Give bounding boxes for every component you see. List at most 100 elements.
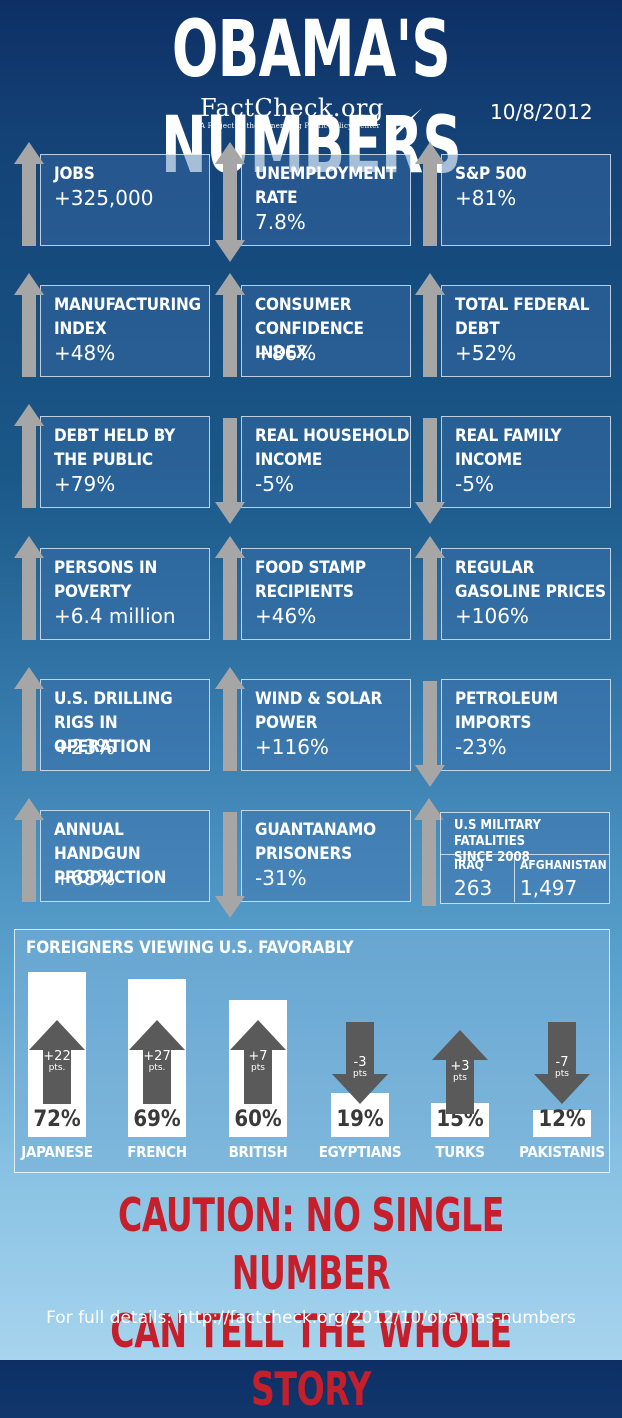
indicator-label: GUANTANAMO PRISONERS xyxy=(255,820,376,864)
indicator-cell: MANUFACTURING INDEX +48% xyxy=(14,273,214,377)
change-value: -7 xyxy=(555,1055,569,1070)
up-arrow-icon xyxy=(230,1020,286,1104)
indicator-value: +81% xyxy=(455,186,517,210)
indicator-label: REAL HOUSEHOLD INCOME xyxy=(255,426,410,470)
down-arrow-icon xyxy=(332,1022,388,1104)
change-value: +3 xyxy=(450,1059,470,1074)
indicator-box xyxy=(241,285,411,377)
indicator-box xyxy=(40,285,210,377)
favorability-value: 60% xyxy=(234,1107,282,1132)
indicator-value: +106% xyxy=(455,604,529,628)
indicator-box xyxy=(241,810,411,902)
indicator-cell: JOBS +325,000 xyxy=(14,142,214,246)
indicator-label: ANNUAL HANDGUN PRODUCTION xyxy=(54,820,167,888)
indicator-cell: REAL FAMILY INCOME -5% xyxy=(415,404,615,524)
indicator-label: PETROLEUM IMPORTS xyxy=(455,689,558,733)
indicator-box xyxy=(40,810,210,902)
indicator-box xyxy=(241,548,411,640)
footer-link[interactable]: For full details: http://factcheck.org/2… xyxy=(46,1308,576,1328)
favorability-category: TURKS xyxy=(435,1143,485,1161)
change-unit: pts xyxy=(453,1073,467,1083)
afghanistan-value: 1,497 xyxy=(520,876,578,900)
favorability-value: 12% xyxy=(538,1107,586,1132)
favorability-change: -3 pts xyxy=(334,1056,386,1079)
favorability-value: 72% xyxy=(33,1107,81,1132)
indicator-box xyxy=(40,548,210,640)
indicator-box xyxy=(441,285,611,377)
favorability-value: 19% xyxy=(336,1107,384,1132)
afghanistan-label: AFGHANISTAN xyxy=(520,858,607,872)
indicator-cell: DEBT HELD BY THE PUBLIC +79% xyxy=(14,404,214,508)
indicator-value: -23% xyxy=(455,735,507,759)
military-box xyxy=(440,812,610,904)
change-unit: pts xyxy=(555,1069,569,1079)
indicator-value: +23% xyxy=(54,735,116,759)
indicator-cell: REAL HOUSEHOLD INCOME -5% xyxy=(215,404,415,524)
favorability-change: -7 pts xyxy=(536,1056,588,1079)
military-divider xyxy=(440,854,610,855)
favorability-title: FOREIGNERS VIEWING U.S. FAVORABLY xyxy=(26,938,354,958)
up-arrow-icon xyxy=(415,273,445,377)
indicator-value: +79% xyxy=(54,472,116,496)
brand-subtitle: A Project of the Annenberg Public Policy… xyxy=(200,122,381,130)
change-value: +7 xyxy=(248,1049,268,1064)
change-value: +27 xyxy=(143,1049,171,1064)
indicator-label: DEBT HELD BY THE PUBLIC xyxy=(54,426,175,470)
up-arrow-icon xyxy=(14,404,44,508)
indicator-label: U.S. DRILLING RIGS IN OPERATION xyxy=(54,689,173,757)
change-value: -3 xyxy=(353,1055,367,1070)
military-fatalities-cell: U.S MILITARY FATALITIES SINCE 2008 IRAQ … xyxy=(414,798,614,908)
up-arrow-icon xyxy=(14,667,44,771)
brand-name: FactCheck.org xyxy=(200,94,384,122)
indicator-box xyxy=(441,548,611,640)
indicator-label: REAL FAMILY INCOME xyxy=(455,426,562,470)
indicator-cell: U.S. DRILLING RIGS IN OPERATION +23% xyxy=(14,667,214,771)
favorability-change: +22 pts. xyxy=(31,1050,83,1073)
change-value: +22 xyxy=(43,1049,71,1064)
indicator-box xyxy=(40,679,210,771)
down-arrow-icon xyxy=(415,681,445,787)
indicator-label: FOOD STAMP RECIPIENTS xyxy=(255,558,366,602)
up-arrow-icon xyxy=(215,667,245,771)
indicator-cell: TOTAL FEDERAL DEBT +52% xyxy=(415,273,615,377)
indicator-label: TOTAL FEDERAL DEBT xyxy=(455,295,590,339)
up-arrow-icon xyxy=(432,1030,488,1114)
indicator-cell: S&P 500 +81% xyxy=(415,142,615,246)
caution-banner: CAUTION: NO SINGLE NUMBER CAN TELL THE W… xyxy=(110,1188,512,1416)
favorability-change: +27 pts. xyxy=(131,1050,183,1073)
indicator-label: JOBS xyxy=(54,164,95,184)
indicator-label: WIND & SOLAR POWER xyxy=(255,689,383,733)
down-arrow-icon xyxy=(215,418,245,524)
indicator-value: +52% xyxy=(455,341,517,365)
indicator-label: MANUFACTURING INDEX xyxy=(54,295,201,339)
indicator-value: -5% xyxy=(255,472,294,496)
change-unit: pts. xyxy=(148,1063,166,1073)
factcheck-logo[interactable]: FactCheck.org A Project of the Annenberg… xyxy=(200,94,430,130)
up-arrow-icon xyxy=(129,1020,185,1104)
up-arrow-icon xyxy=(215,273,245,377)
indicator-label: CONSUMER CONFIDENCE INDEX xyxy=(255,295,364,363)
date-label: 10/8/2012 xyxy=(490,100,593,124)
down-arrow-icon xyxy=(215,812,245,918)
page-title: OBAMA'S NUMBERS xyxy=(161,5,462,191)
down-arrow-icon xyxy=(415,418,445,524)
indicator-box xyxy=(40,154,210,246)
indicator-value: +48% xyxy=(54,341,116,365)
favorability-category: FRENCH xyxy=(127,1143,187,1161)
indicator-value: -5% xyxy=(455,472,494,496)
indicator-cell: CONSUMER CONFIDENCE INDEX +86% xyxy=(215,273,415,377)
indicator-value: +68% xyxy=(54,866,116,890)
iraq-label: IRAQ xyxy=(454,858,484,872)
indicator-label: REGULAR GASOLINE PRICES xyxy=(455,558,606,602)
military-title: U.S MILITARY FATALITIES SINCE 2008 xyxy=(454,818,542,865)
favorability-category: BRITISH xyxy=(228,1143,288,1161)
indicator-cell: WIND & SOLAR POWER +116% xyxy=(215,667,415,771)
up-arrow-icon xyxy=(14,273,44,377)
up-arrow-icon xyxy=(415,536,445,640)
up-arrow-icon xyxy=(14,798,44,902)
military-split xyxy=(514,854,515,902)
indicator-value: -31% xyxy=(255,866,307,890)
up-arrow-icon xyxy=(14,536,44,640)
indicator-value: +325,000 xyxy=(54,186,154,210)
up-down-arrow-icon xyxy=(215,142,245,262)
